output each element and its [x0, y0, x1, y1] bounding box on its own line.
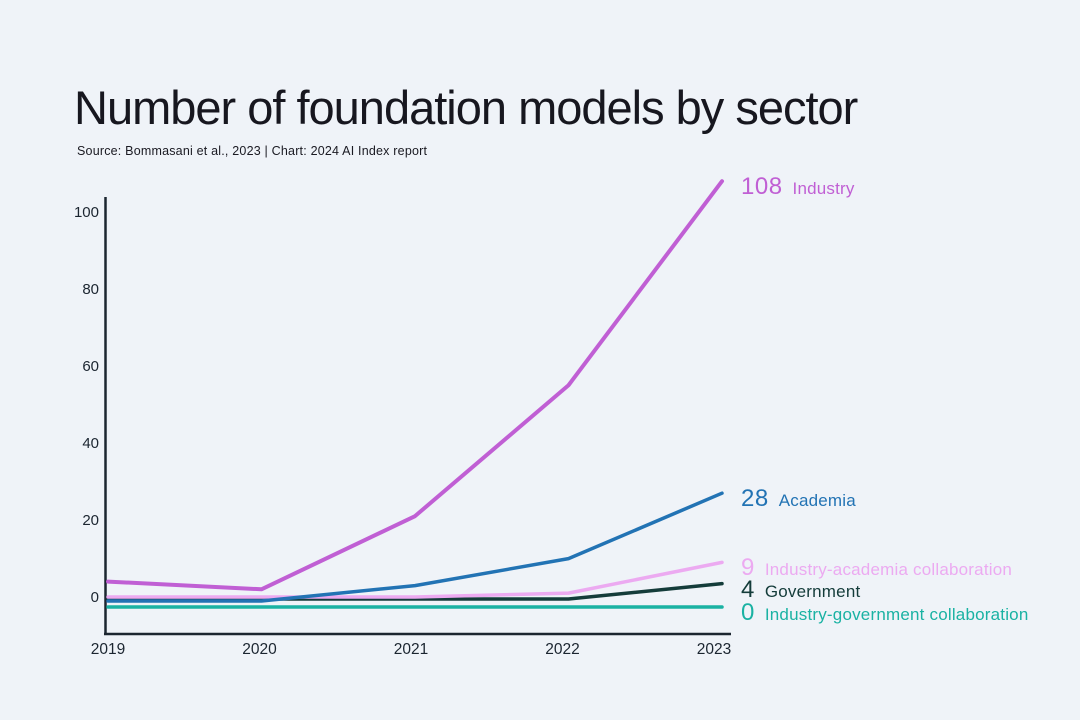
x-tick-label: 2022 — [545, 641, 579, 658]
x-tick-label: 2021 — [394, 641, 428, 658]
end-label-value: 0 — [741, 599, 755, 626]
end-label-series-name: Government — [764, 581, 861, 601]
y-tick-label: 100 — [74, 204, 99, 221]
y-tick-label: 40 — [82, 435, 99, 452]
end-label-series-name: Academia — [778, 491, 856, 511]
series-line-government — [106, 581, 724, 601]
y-tick-label: 20 — [82, 512, 99, 529]
series-line-industry-academia-collaboration — [106, 560, 724, 599]
end-label-industry-academia-collaboration: 9 Industry-academia collaboration — [741, 554, 1012, 582]
end-label-value: 28 — [741, 485, 769, 513]
x-tick-label: 2019 — [91, 641, 125, 658]
end-label-industry: 108 Industry — [741, 173, 855, 201]
end-label-value: 4 — [741, 575, 755, 603]
end-label-series-name: Industry-academia collaboration — [764, 560, 1013, 580]
end-label-value: 9 — [741, 554, 755, 582]
end-label-academia: 28 Academia — [741, 485, 856, 513]
end-label-industry-government-collaboration: 0 Industry-government collaboration — [741, 599, 1029, 627]
end-label-series-name: Industry — [792, 179, 855, 199]
end-label-series-name: Industry-government collaboration — [764, 605, 1029, 624]
x-tick-label: 2020 — [242, 641, 277, 658]
x-tick-label: 2023 — [697, 641, 731, 658]
chart-title: Number of foundation models by sector — [74, 81, 858, 134]
y-tick-label: 60 — [82, 358, 99, 375]
y-tick-label: 80 — [82, 281, 99, 298]
series-line-academia — [106, 491, 724, 603]
end-label-value: 108 — [741, 173, 783, 201]
y-tick-label: 0 — [91, 589, 99, 606]
chart-source-note: Source: Bommasani et al., 2023 | Chart: … — [77, 144, 428, 158]
end-label-government: 4 Government — [741, 576, 860, 604]
series-line-industry — [106, 179, 724, 592]
